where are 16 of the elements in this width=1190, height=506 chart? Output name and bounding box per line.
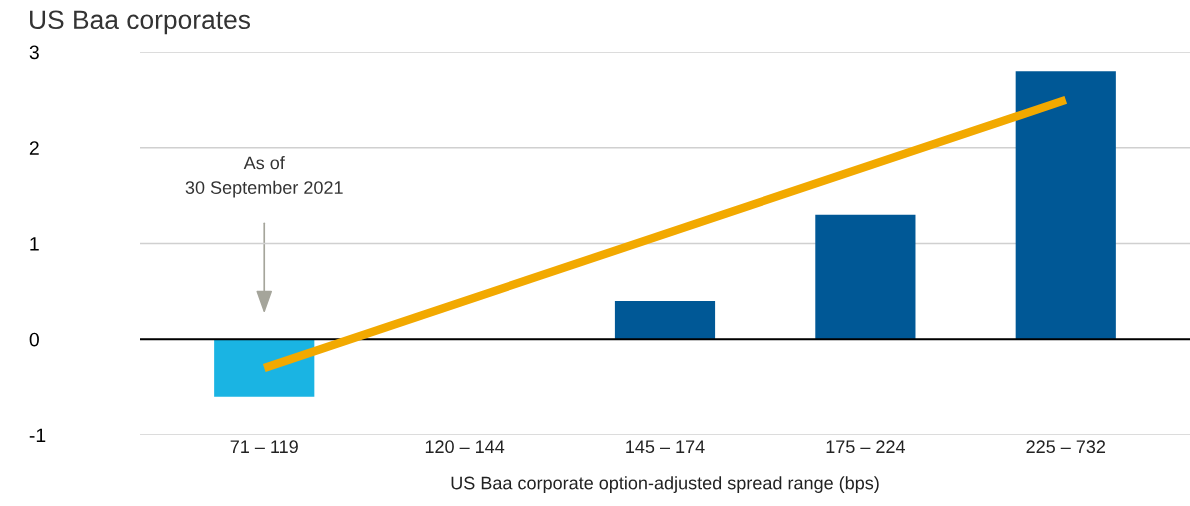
y-tick-label: 3 [29,45,39,60]
y-tick-label: 1 [30,237,39,251]
x-tick-label: 145 – 174 [626,440,705,454]
chart-title: US Baa corporates [30,10,250,35]
y-tick-label: 0 [29,332,39,347]
x-axis-title: US Baa corporate option-adjusted spread range (bps) [451,476,879,493]
x-tick-label: 175 – 224 [826,440,906,454]
y-tick-label: -1 [29,428,46,443]
x-tick-label: 225 – 732 [1026,440,1106,454]
x-tick-label: 71 – 119 [230,440,298,454]
x-tick-label: 120 – 144 [425,440,505,454]
bar [614,300,716,340]
bar [1015,71,1116,340]
y-tick-label: 2 [29,141,39,155]
annotation: As of 30 September 2021 [185,156,343,198]
bar [815,214,916,340]
